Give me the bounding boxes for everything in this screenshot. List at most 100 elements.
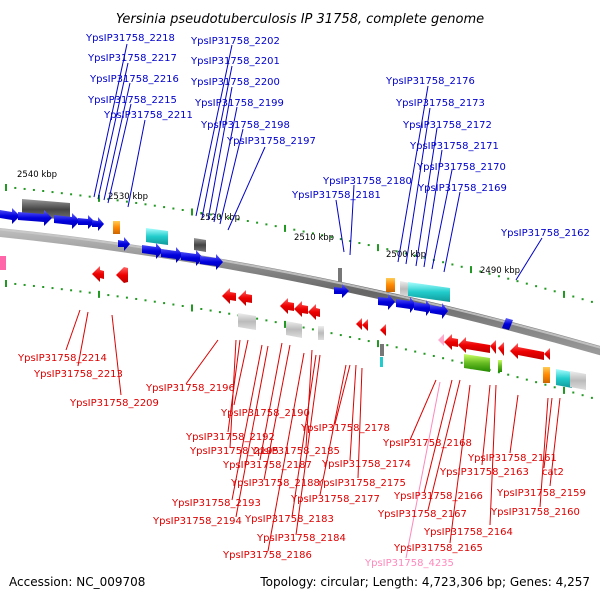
scale-tick-minor <box>218 215 221 218</box>
gene-label[interactable]: YpsIP31758_2171 <box>409 141 499 152</box>
gene-label[interactable]: YpsIP31758_2185 <box>250 446 340 457</box>
gene-label[interactable]: YpsIP31758_2165 <box>393 543 483 554</box>
scale-tick-minor <box>386 248 389 251</box>
gene-label[interactable]: YpsIP31758_2186 <box>222 550 312 561</box>
gene-label[interactable]: YpsIP31758_2192 <box>185 432 275 443</box>
scale-tick-minor <box>107 198 110 201</box>
scale-tick-minor <box>311 232 314 235</box>
scale-tick-minor <box>516 376 519 379</box>
reverse-gene-arrow <box>308 304 320 320</box>
scale-tick-minor <box>516 280 519 283</box>
gene-label[interactable]: YpsIP31758_4235 <box>364 558 454 569</box>
forward-gene-arrow <box>0 208 20 224</box>
scale-tick-minor <box>488 272 491 275</box>
gene-label[interactable]: YpsIP31758_2200 <box>190 77 280 88</box>
gene-label[interactable]: YpsIP31758_2175 <box>316 478 406 489</box>
gene-label[interactable]: YpsIP31758_2201 <box>190 56 280 67</box>
gene-label[interactable]: YpsIP31758_2202 <box>190 36 280 47</box>
scale-tick-minor <box>442 261 445 264</box>
scale-tick-minor <box>144 299 147 302</box>
scale-tick-major <box>191 208 193 216</box>
gene-label[interactable]: YpsIP31758_2197 <box>226 136 316 147</box>
accession-text: Accession: NC_009708 <box>9 575 145 589</box>
gene-label[interactable]: YpsIP31758_2163 <box>439 467 529 478</box>
gene-label[interactable]: YpsIP31758_2164 <box>423 527 513 538</box>
gene-label[interactable]: YpsIP31758_2213 <box>33 369 123 380</box>
scale-tick-minor <box>544 383 547 386</box>
scale-label: 2500 kbp <box>386 250 426 260</box>
gene-label[interactable]: YpsIP31758_2183 <box>244 514 334 525</box>
gene-label[interactable]: YpsIP31758_2184 <box>256 533 346 544</box>
scale-tick-minor <box>23 187 26 190</box>
gene-label[interactable]: YpsIP31758_2174 <box>321 459 411 470</box>
gene-label[interactable]: YpsIP31758_2194 <box>152 516 242 527</box>
scale-tick-minor <box>349 240 352 243</box>
gene-label[interactable]: YpsIP31758_2181 <box>291 190 381 201</box>
gene-label[interactable]: YpsIP31758_2217 <box>87 53 177 64</box>
scale-tick-minor <box>423 256 426 259</box>
gene-label[interactable]: YpsIP31758_2193 <box>171 498 261 509</box>
gene-label[interactable]: YpsIP31758_2172 <box>402 120 492 131</box>
gene-label[interactable]: YpsIP31758_2168 <box>382 438 472 449</box>
scale-tick-minor <box>386 344 389 347</box>
gene-label[interactable]: YpsIP31758_2198 <box>200 120 290 131</box>
scale-tick-minor <box>460 265 463 268</box>
scale-tick-minor <box>79 290 82 293</box>
scale-tick-minor <box>311 328 314 331</box>
gene-label[interactable]: YpsIP31758_2195 <box>189 446 279 457</box>
scale-tick-minor <box>237 218 240 221</box>
scale-tick-minor <box>590 300 593 303</box>
scale-tick-minor <box>172 207 175 210</box>
gene-label[interactable]: YpsIP31758_2196 <box>145 383 235 394</box>
gene-label[interactable]: YpsIP31758_2215 <box>87 95 177 106</box>
scale-tick-minor <box>302 326 305 329</box>
gene-label[interactable]: YpsIP31758_2161 <box>467 453 557 464</box>
gene-label[interactable]: YpsIP31758_2188 <box>230 478 320 489</box>
gene-label[interactable]: YpsIP31758_2187 <box>222 460 312 471</box>
gene-label[interactable]: YpsIP31758_2176 <box>385 76 475 87</box>
feature-block-orange <box>113 221 120 234</box>
reverse-features <box>0 256 586 390</box>
scale-tick-minor <box>79 194 82 197</box>
feature-block-green <box>464 354 490 372</box>
gene-label[interactable]: YpsIP31758_2199 <box>194 98 284 109</box>
gene-label[interactable]: YpsIP31758_2160 <box>490 507 580 518</box>
feature-block-lightgray <box>318 326 324 340</box>
scale-tick-major <box>377 244 379 252</box>
gene-label[interactable]: YpsIP31758_2169 <box>417 183 507 194</box>
gene-label[interactable]: YpsIP31758_2216 <box>89 74 179 85</box>
gene-label[interactable]: YpsIP31758_2170 <box>416 162 506 173</box>
gene-label[interactable]: YpsIP31758_2177 <box>290 494 380 505</box>
gene-label[interactable]: YpsIP31758_2190 <box>220 408 310 419</box>
scale-tick-minor <box>358 338 361 341</box>
gene-label[interactable]: YpsIP31758_2211 <box>103 110 193 121</box>
forward-gene-arrow <box>54 213 80 229</box>
gene-label[interactable]: YpsIP31758_2159 <box>496 488 586 499</box>
scale-tick-minor <box>330 236 333 239</box>
gene-label[interactable]: cat2 <box>542 467 564 478</box>
scale-tick-major <box>98 194 100 202</box>
gene-label[interactable]: YpsIP31758_2166 <box>393 491 483 502</box>
scale-tick-minor <box>581 394 584 397</box>
reverse-gene-arrow <box>280 298 294 314</box>
gene-label[interactable]: YpsIP31758_2178 <box>300 423 390 434</box>
gene-label[interactable]: YpsIP31758_2218 <box>85 33 175 44</box>
scale-tick-major <box>284 224 286 232</box>
gene-label[interactable]: YpsIP31758_2167 <box>377 509 467 520</box>
feature-block-lightgray <box>238 313 256 330</box>
gene-label[interactable]: YpsIP31758_2209 <box>69 398 159 409</box>
gene-label[interactable]: YpsIP31758_2173 <box>395 98 485 109</box>
reverse-gene-arrow <box>222 288 236 304</box>
forward-gene-arrow <box>78 215 95 229</box>
gene-label[interactable]: YpsIP31758_2214 <box>17 353 107 364</box>
scale-tick-minor <box>42 286 45 289</box>
map-title: Yersinia pseudotuberculosis IP 31758, co… <box>116 12 484 27</box>
gene-label[interactable]: YpsIP31758_2180 <box>322 176 412 187</box>
genome-summary-text: Topology: circular; Length: 4,723,306 bp… <box>259 575 590 589</box>
forward-gene-arrow <box>18 210 52 226</box>
gene-label[interactable]: YpsIP31758_2162 <box>500 228 590 239</box>
forward-features <box>0 199 513 330</box>
scale-tick-minor <box>116 295 119 298</box>
scale-tick-minor <box>432 354 435 357</box>
scale-tick-minor <box>572 391 575 394</box>
